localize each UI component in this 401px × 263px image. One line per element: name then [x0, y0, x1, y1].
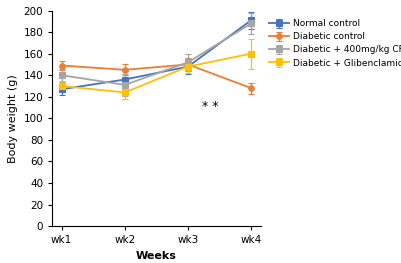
X-axis label: Weeks: Weeks — [136, 251, 177, 261]
Legend: Normal control, Diabetic control, Diabetic + 400mg/kg CFOG, Diabetic + Glibencla: Normal control, Diabetic control, Diabet… — [269, 19, 401, 68]
Text: * *: * * — [202, 100, 219, 113]
Y-axis label: Body weight (g): Body weight (g) — [8, 74, 18, 163]
